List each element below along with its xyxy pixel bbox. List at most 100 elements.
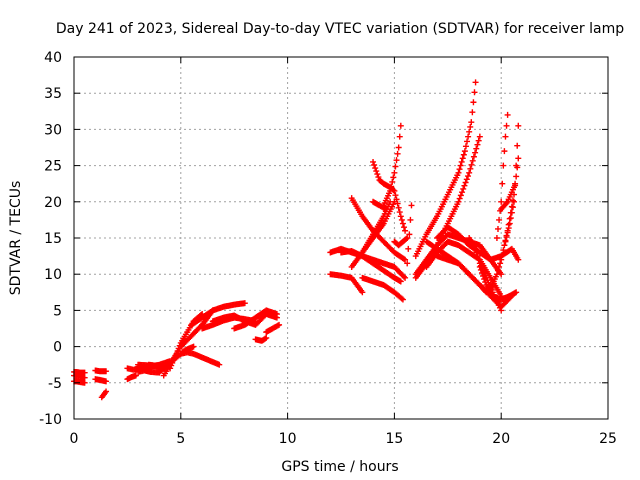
data-series bbox=[231, 307, 280, 332]
data-point bbox=[502, 238, 509, 245]
data-point bbox=[457, 162, 464, 169]
data-point bbox=[190, 343, 197, 350]
data-point bbox=[469, 157, 476, 164]
data-point bbox=[399, 296, 406, 303]
data-point bbox=[463, 176, 470, 183]
data-series bbox=[327, 271, 366, 296]
data-series bbox=[92, 376, 110, 385]
data-point bbox=[402, 227, 409, 234]
data-point bbox=[469, 109, 476, 116]
data-point bbox=[480, 273, 487, 280]
data-point bbox=[394, 150, 401, 157]
data-series bbox=[423, 238, 490, 296]
data-point bbox=[494, 225, 501, 232]
data-point bbox=[405, 245, 412, 252]
data-series bbox=[502, 122, 522, 245]
data-point bbox=[382, 206, 389, 213]
data-point bbox=[103, 378, 110, 385]
data-series bbox=[487, 155, 522, 292]
data-point bbox=[462, 143, 469, 150]
data-point bbox=[476, 263, 483, 270]
data-point bbox=[503, 200, 510, 207]
data-point bbox=[474, 253, 481, 260]
data-point bbox=[402, 256, 409, 263]
data-point bbox=[387, 187, 394, 194]
data-point bbox=[512, 180, 519, 187]
data-point bbox=[513, 162, 520, 169]
data-point bbox=[455, 198, 462, 205]
data-point bbox=[395, 204, 402, 211]
y-tick-label: -10 bbox=[39, 412, 62, 428]
data-point bbox=[515, 122, 522, 129]
data-series bbox=[359, 274, 406, 303]
data-series bbox=[498, 184, 518, 213]
data-point bbox=[496, 263, 503, 270]
data-point bbox=[456, 166, 463, 173]
data-point bbox=[509, 197, 516, 204]
data-point bbox=[466, 128, 473, 135]
data-series bbox=[92, 367, 110, 375]
y-tick-label: -5 bbox=[48, 376, 62, 392]
data-series bbox=[188, 300, 248, 328]
data-series bbox=[98, 388, 110, 401]
y-axis-label: SDTVAR / TECUs bbox=[8, 181, 24, 296]
data-point bbox=[396, 209, 403, 216]
data-point bbox=[400, 255, 407, 262]
data-point bbox=[402, 274, 409, 281]
y-tick-label: 10 bbox=[44, 267, 62, 283]
data-point bbox=[483, 289, 490, 296]
data-point bbox=[468, 161, 475, 168]
y-tick-label: 0 bbox=[53, 340, 62, 356]
data-point bbox=[472, 245, 479, 252]
data-point bbox=[465, 133, 472, 140]
data-series bbox=[124, 372, 139, 383]
data-point bbox=[103, 368, 110, 375]
data-point bbox=[499, 251, 506, 258]
data-point bbox=[455, 169, 462, 176]
data-point bbox=[466, 169, 473, 176]
data-point bbox=[397, 122, 404, 129]
data-point bbox=[460, 151, 467, 158]
y-tick-label: 5 bbox=[53, 303, 62, 319]
data-point bbox=[132, 372, 139, 379]
data-point bbox=[461, 182, 468, 189]
data-point bbox=[504, 111, 511, 118]
data-point bbox=[103, 388, 110, 395]
y-tick-label: 20 bbox=[44, 195, 62, 211]
data-point bbox=[473, 249, 480, 256]
data-point bbox=[371, 161, 378, 168]
data-point bbox=[392, 192, 399, 199]
data-point bbox=[372, 165, 379, 172]
data-point bbox=[456, 195, 463, 202]
data-point bbox=[503, 122, 510, 129]
data-point bbox=[400, 273, 407, 280]
data-point bbox=[478, 269, 485, 276]
x-axis-label: GPS time / hours bbox=[281, 459, 398, 475]
data-point bbox=[461, 148, 468, 155]
data-point bbox=[468, 119, 475, 126]
data-series bbox=[135, 367, 163, 376]
data-point bbox=[509, 204, 516, 211]
data-point bbox=[375, 174, 382, 181]
data-point bbox=[493, 271, 500, 278]
data-point bbox=[398, 295, 405, 302]
data-point bbox=[407, 216, 414, 223]
data-series bbox=[404, 202, 415, 267]
data-point bbox=[81, 374, 88, 381]
data-point bbox=[404, 235, 411, 241]
data-point bbox=[370, 158, 377, 165]
data-point bbox=[393, 196, 400, 203]
data-point bbox=[507, 215, 514, 222]
y-tick-label: 40 bbox=[44, 50, 62, 66]
x-tick-label: 15 bbox=[385, 431, 403, 447]
data-point bbox=[506, 220, 513, 227]
data-point bbox=[459, 155, 466, 162]
data-point bbox=[403, 235, 410, 242]
data-point bbox=[396, 133, 403, 140]
data-point bbox=[406, 231, 413, 238]
data-point bbox=[464, 138, 471, 145]
data-point bbox=[476, 133, 483, 140]
data-series bbox=[493, 111, 511, 241]
data-point bbox=[501, 242, 508, 249]
data-point bbox=[390, 174, 397, 181]
